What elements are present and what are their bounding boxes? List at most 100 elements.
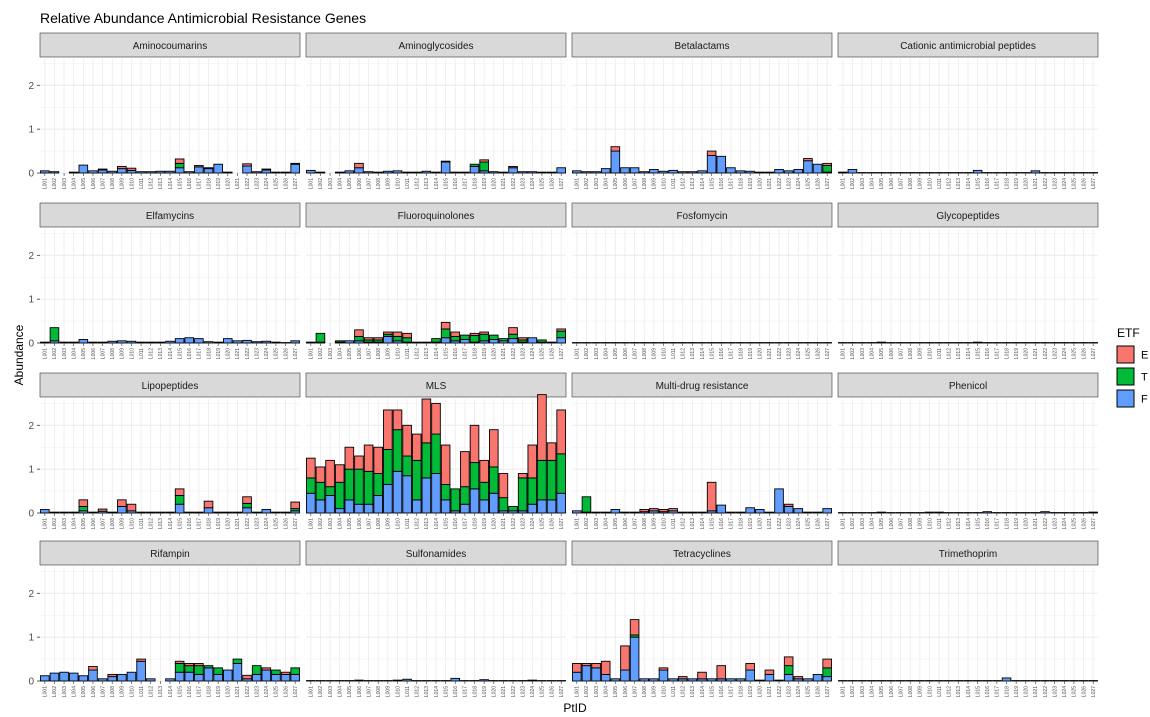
- bar-segment-F: [49, 511, 60, 514]
- bar-segment-T: [508, 505, 518, 512]
- bar-segment-F: [59, 511, 69, 514]
- x-tick-label: L005: [613, 686, 619, 697]
- x-tick-label: L021: [501, 178, 507, 189]
- bar-segment-T: [354, 468, 364, 505]
- bar-segment-E: [517, 337, 528, 341]
- bar-segment-T: [49, 327, 60, 342]
- x-tick-label: L003: [594, 686, 600, 697]
- x-tick-label: L018: [472, 178, 478, 189]
- bar-segment-F: [251, 171, 262, 174]
- x-tick-label: L006: [91, 518, 97, 529]
- bar-segment-E: [677, 676, 688, 680]
- bar-segment-F: [242, 339, 252, 344]
- bar-segment-E: [479, 331, 489, 335]
- x-tick-label: L015: [443, 348, 449, 359]
- x-tick-label: L025: [806, 518, 812, 529]
- bar-segment-F: [488, 492, 499, 514]
- x-tick-label: L013: [424, 686, 430, 697]
- bar-segment-F: [421, 477, 432, 514]
- x-tick-label: L009: [120, 518, 126, 529]
- x-tick-label: L008: [642, 348, 648, 359]
- x-tick-label: L008: [642, 518, 648, 529]
- x-tick-label: L006: [623, 348, 629, 359]
- facet-strip: [837, 372, 1099, 398]
- bar-segment-F: [373, 171, 384, 174]
- x-tick-label: L023: [1052, 348, 1058, 359]
- bar-segment-F: [745, 170, 755, 174]
- bar-segment-E: [344, 446, 355, 470]
- x-tick-label: L026: [1081, 348, 1087, 359]
- bar-segment-F: [556, 337, 566, 344]
- facet-label: Betalactams: [674, 41, 729, 52]
- x-tick-label: L013: [956, 518, 962, 529]
- x-tick-label: L004: [338, 348, 344, 359]
- bar-segment-F: [344, 340, 355, 344]
- x-tick-label: L016: [187, 348, 193, 359]
- bar-segment-E: [572, 663, 582, 673]
- x-tick-label: L001: [575, 518, 581, 529]
- x-tick-label: L019: [216, 348, 222, 359]
- x-tick-label: L004: [870, 686, 876, 697]
- bar-segment-F: [735, 170, 746, 174]
- bar-segment-F: [117, 673, 127, 682]
- x-tick-label: L010: [927, 178, 933, 189]
- x-tick-label: L003: [860, 518, 866, 529]
- x-tick-label: L003: [860, 348, 866, 359]
- x-tick-label: L026: [549, 348, 555, 359]
- x-tick-label: L025: [274, 686, 280, 697]
- bar-segment-F: [97, 341, 108, 344]
- bar-segment-T: [174, 162, 185, 169]
- x-tick-label: L012: [149, 348, 155, 359]
- bar-segment-F: [440, 337, 451, 344]
- bar-segment-F: [145, 341, 156, 344]
- bar-segment-F: [620, 511, 630, 514]
- x-tick-label: L012: [947, 518, 953, 529]
- x-tick-label: L016: [719, 348, 725, 359]
- x-tick-label: L027: [825, 348, 831, 359]
- y-tick-label: 2: [28, 421, 34, 432]
- bar-segment-E: [354, 329, 364, 337]
- bar-segment-T: [363, 470, 374, 505]
- facet-label: Fluoroquinolones: [398, 211, 475, 222]
- bar-segment-E: [126, 503, 137, 512]
- x-tick-label: L001: [43, 178, 49, 189]
- x-tick-label: L007: [632, 686, 638, 697]
- x-tick-label: L022: [245, 348, 251, 359]
- x-tick-label: L024: [1062, 518, 1068, 529]
- x-tick-label: L021: [767, 178, 773, 189]
- bar-segment-E: [469, 424, 480, 464]
- x-tick-label: L010: [927, 686, 933, 697]
- bar-segment-T: [411, 459, 422, 501]
- x-tick-label: L019: [482, 518, 488, 529]
- facet-strip: [305, 32, 567, 58]
- x-tick-label: L022: [777, 178, 783, 189]
- bar-segment-F: [251, 341, 262, 344]
- x-tick-label: L023: [520, 518, 526, 529]
- x-tick-label: L015: [975, 178, 981, 189]
- x-tick-label: L014: [168, 178, 174, 189]
- legend: ETF: [1116, 345, 1148, 408]
- bar-segment-F: [184, 511, 195, 514]
- facet-label: Fosfomycin: [676, 211, 727, 222]
- bar-segment-F: [411, 499, 422, 514]
- x-tick-label: L022: [1043, 348, 1049, 359]
- bar-segment-F: [460, 503, 470, 514]
- bar-segment-E: [803, 158, 813, 162]
- x-tick-label: L022: [511, 348, 517, 359]
- bar-segment-F: [556, 167, 566, 174]
- x-tick-label: L021: [1033, 348, 1039, 359]
- x-tick-label: L019: [216, 178, 222, 189]
- bar-segment-T: [315, 481, 326, 501]
- bar-segment-T: [325, 486, 335, 496]
- x-tick-label: L003: [62, 348, 68, 359]
- x-tick-label: L023: [1052, 178, 1058, 189]
- bar-segment-F: [1001, 677, 1012, 682]
- bar-segment-F: [40, 341, 50, 344]
- x-tick-label: L026: [283, 518, 289, 529]
- bar-segment-T: [469, 163, 480, 167]
- x-tick-label: L009: [120, 178, 126, 189]
- bar-segment-T: [306, 477, 316, 494]
- x-tick-label: L013: [690, 348, 696, 359]
- x-tick-label: L017: [995, 348, 1001, 359]
- x-tick-label: L026: [1081, 686, 1087, 697]
